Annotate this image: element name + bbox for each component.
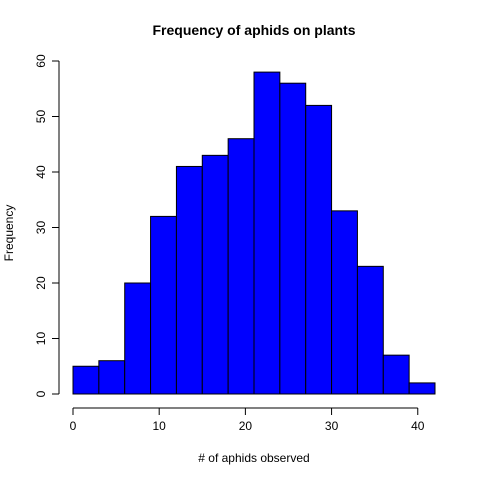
x-tick-label: 0 xyxy=(70,419,77,433)
chart-title: Frequency of aphids on plants xyxy=(152,22,355,38)
y-tick-label: 30 xyxy=(34,221,48,235)
histogram-bar xyxy=(201,154,229,395)
histogram-bar xyxy=(98,360,126,395)
y-tick-label: 20 xyxy=(34,276,48,290)
histogram-bar xyxy=(408,382,436,395)
y-axis-title: Frequency xyxy=(2,205,16,262)
y-tick-label: 10 xyxy=(34,332,48,346)
x-tick-label: 30 xyxy=(325,419,339,433)
histogram-bar xyxy=(72,365,100,395)
histogram-bar xyxy=(331,210,358,395)
x-tick-label: 10 xyxy=(153,419,167,433)
y-axis: 0 10 20 30 40 50 60 xyxy=(34,54,60,397)
histogram-bar xyxy=(356,265,384,395)
histogram-bar xyxy=(175,165,203,395)
x-axis: 0 10 20 30 40 xyxy=(70,407,425,433)
y-tick-label: 60 xyxy=(34,54,48,68)
y-tick-label: 40 xyxy=(34,165,48,179)
histogram-bar xyxy=(253,71,281,395)
bars-group xyxy=(72,71,436,395)
y-tick-label: 50 xyxy=(34,110,48,124)
histogram-bar xyxy=(227,138,255,395)
x-tick-label: 40 xyxy=(411,419,425,433)
histogram-bar xyxy=(124,282,152,395)
y-tick-label: 0 xyxy=(34,390,48,397)
x-tick-label: 20 xyxy=(239,419,253,433)
histogram-bar xyxy=(382,354,410,395)
histogram-bar xyxy=(305,104,333,395)
histogram-bar xyxy=(150,215,177,395)
histogram-bar xyxy=(279,82,307,395)
x-axis-title: # of aphids observed xyxy=(198,451,309,465)
